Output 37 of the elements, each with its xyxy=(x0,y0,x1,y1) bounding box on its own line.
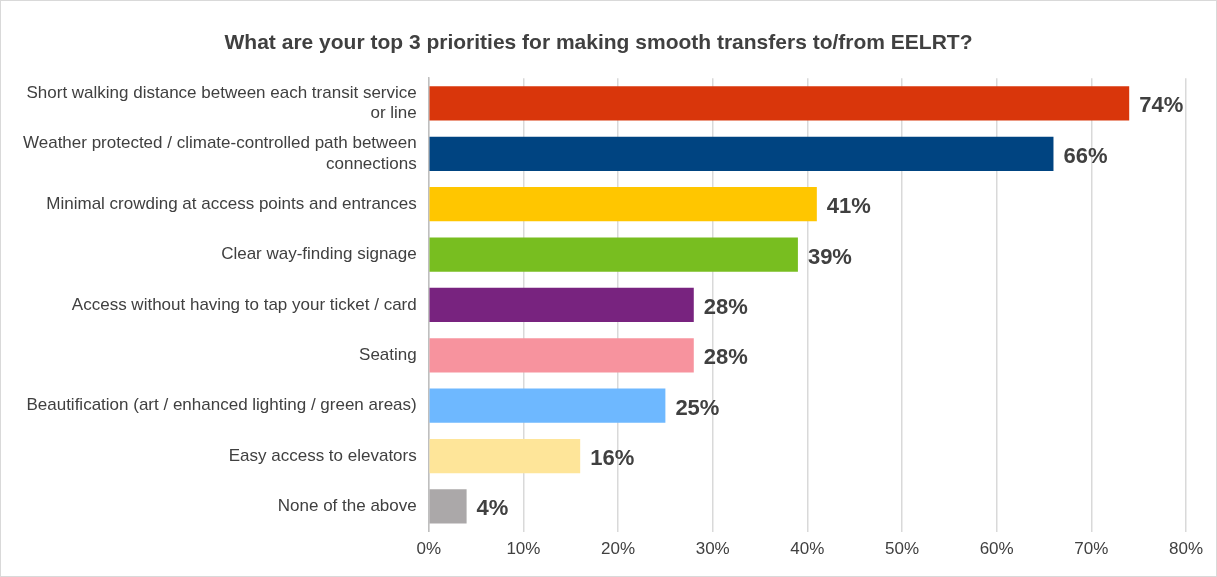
x-tick-label: 20% xyxy=(601,539,636,559)
y-tick-label: Access without having to tap your ticket / card xyxy=(71,294,417,314)
data-label: 66% xyxy=(1063,142,1108,168)
bar xyxy=(429,287,694,323)
data-label: 28% xyxy=(703,344,748,370)
x-tick-label: 0% xyxy=(416,539,442,559)
bar xyxy=(429,438,581,474)
y-tick-label: Short walking distance between each transit service or line xyxy=(26,82,417,123)
x-tick-label: 50% xyxy=(885,539,920,559)
chart-title: What are your top 3 priorities for making smooth transfers to/from EELRT? xyxy=(224,30,973,54)
y-tick-label: Seating xyxy=(359,344,417,364)
x-tick-label: 10% xyxy=(506,539,541,559)
data-label: 39% xyxy=(807,243,852,269)
data-label: 4% xyxy=(476,495,509,521)
data-label: 28% xyxy=(703,293,748,319)
bar xyxy=(429,187,817,222)
y-tick-label: Beautification (art / enhanced lighting / green areas) xyxy=(26,395,417,415)
x-tick-label: 60% xyxy=(979,539,1014,559)
y-tick-label: Weather protected / climate-controlled path between connections xyxy=(22,133,417,173)
y-tick-label: Clear way-finding signage xyxy=(221,244,417,264)
bar xyxy=(429,388,666,423)
x-tick-label: 40% xyxy=(790,539,825,559)
bar xyxy=(429,338,694,373)
x-tick-label: 30% xyxy=(695,539,730,559)
y-tick-label: None of the above xyxy=(277,496,417,516)
bar xyxy=(429,86,1130,121)
data-label: 25% xyxy=(675,394,720,420)
data-label: 74% xyxy=(1139,92,1184,118)
bar xyxy=(429,489,467,524)
y-tick-label: Easy access to elevators xyxy=(228,445,417,465)
bar xyxy=(429,237,798,272)
x-tick-label: 80% xyxy=(1168,539,1204,559)
bar xyxy=(429,136,1054,171)
x-tick-label: 70% xyxy=(1074,539,1109,559)
data-label: 16% xyxy=(590,445,635,471)
data-label: 41% xyxy=(826,193,871,219)
y-tick-label: Minimal crowding at access points and entrances xyxy=(46,193,417,213)
